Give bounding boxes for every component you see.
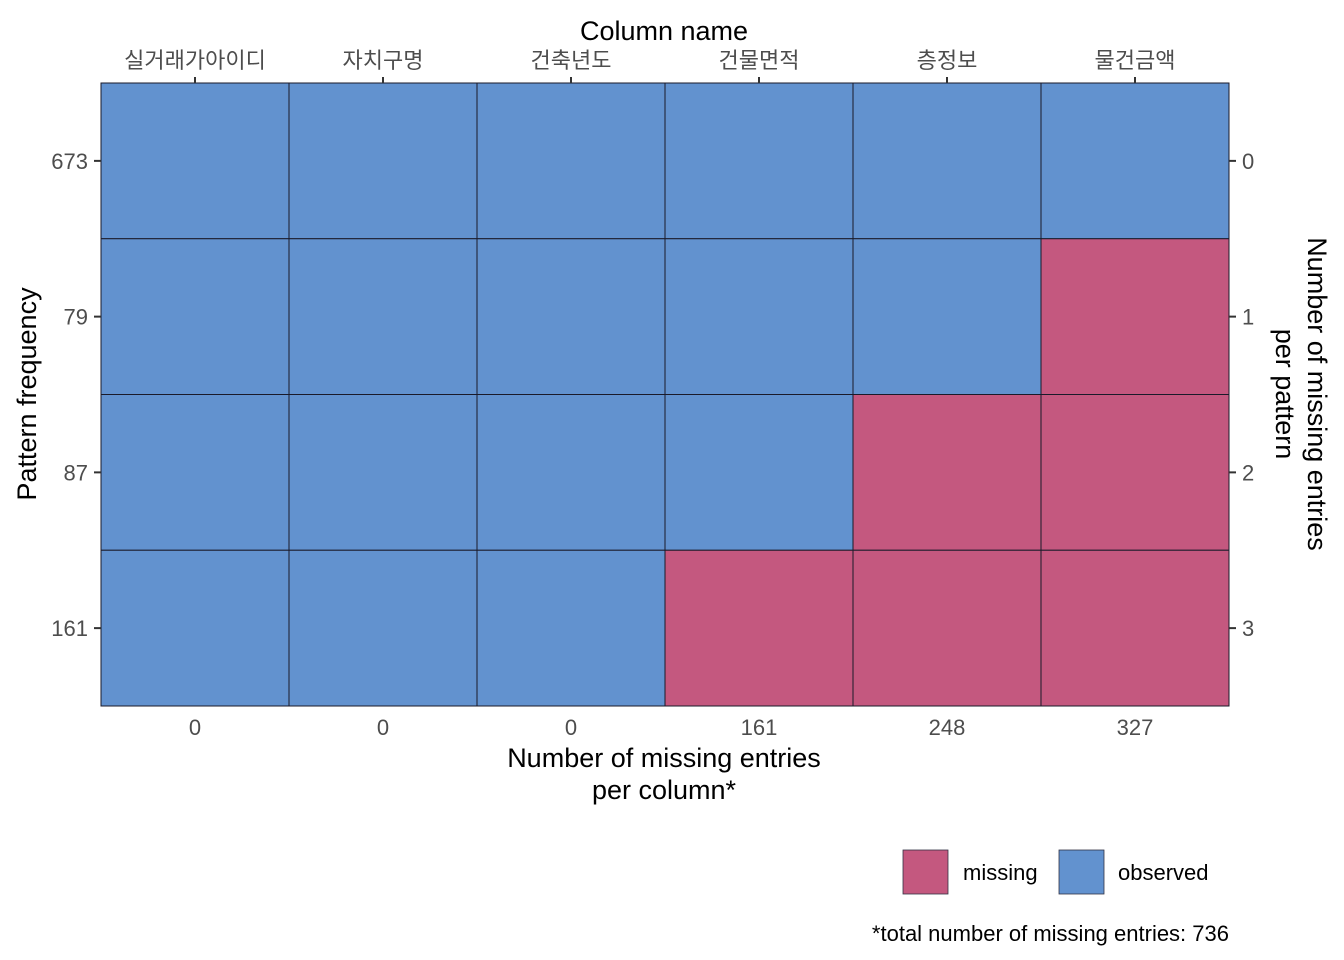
- labels-layer: 실거래가아이디 0 자치구명 0 건축년도 0 건물면적 161 층정보 248 물건금액 327 67…: [51, 49, 1254, 740]
- cell-r3-c5: [1040, 549, 1230, 707]
- cell-r3-c4: [852, 549, 1042, 707]
- cell-r0-c5: [1040, 82, 1230, 240]
- pattern-frequency-label: 79: [64, 305, 88, 330]
- column-missing-count-label: 0: [377, 715, 389, 740]
- column-name-label: 층정보: [917, 49, 978, 74]
- bottom-axis-title-line1: Number of missing entries: [507, 743, 821, 773]
- column-name-label: 건물면적: [719, 49, 800, 74]
- cell-r0-c3: [664, 82, 854, 240]
- cell-r2-c5: [1040, 394, 1230, 551]
- cell-r1-c0: [100, 238, 290, 395]
- cell-r1-c1: [288, 238, 478, 395]
- right-axis-title-line2: per pattern: [1270, 329, 1300, 460]
- cells-layer: [100, 82, 1230, 707]
- pattern-frequency-label: 87: [64, 460, 88, 485]
- legend-missing-label: missing: [963, 860, 1038, 885]
- cell-r1-c3: [664, 238, 854, 395]
- cell-r3-c2: [476, 549, 666, 707]
- cell-r1-c2: [476, 238, 666, 395]
- column-name-label: 실거래가아이디: [124, 49, 266, 74]
- missing-per-pattern-label: 0: [1242, 149, 1254, 174]
- missing-per-pattern-label: 1: [1242, 305, 1254, 330]
- cell-r0-c2: [476, 82, 666, 240]
- cell-r3-c1: [288, 549, 478, 707]
- missing-per-pattern-label: 2: [1242, 460, 1254, 485]
- ticks-layer: [94, 77, 1236, 630]
- cell-r0-c4: [852, 82, 1042, 240]
- column-missing-count-label: 161: [741, 715, 778, 740]
- legend-observed-swatch: [1058, 849, 1105, 895]
- column-name-label: 건축년도: [531, 49, 612, 74]
- column-missing-count-label: 0: [189, 715, 201, 740]
- cell-r2-c0: [100, 394, 290, 551]
- column-missing-count-label: 248: [929, 715, 966, 740]
- cell-r2-c1: [288, 394, 478, 551]
- pattern-frequency-label: 161: [51, 616, 88, 641]
- cell-r0-c0: [100, 82, 290, 240]
- legend: missing observed: [902, 849, 1209, 895]
- left-axis-title: Pattern frequency: [12, 287, 42, 501]
- column-name-label: 물건금액: [1095, 49, 1176, 74]
- pattern-frequency-label: 673: [51, 149, 88, 174]
- legend-missing-swatch: [902, 849, 949, 895]
- legend-observed-label: observed: [1118, 860, 1209, 885]
- top-axis-title: Column name: [580, 16, 748, 46]
- bottom-axis-title-line2: per column*: [592, 775, 737, 805]
- right-axis-title-line1: Number of missing entries: [1302, 237, 1332, 551]
- cell-r3-c3: [664, 549, 854, 707]
- column-missing-count-label: 327: [1117, 715, 1154, 740]
- cell-r1-c4: [852, 238, 1042, 395]
- cell-r2-c4: [852, 394, 1042, 551]
- cell-r1-c5: [1040, 238, 1230, 395]
- column-name-label: 자치구명: [343, 49, 424, 74]
- caption: *total number of missing entries: 736: [872, 921, 1229, 946]
- cell-r3-c0: [100, 549, 290, 707]
- cell-r2-c2: [476, 394, 666, 551]
- missing-per-pattern-label: 3: [1242, 616, 1254, 641]
- cell-r2-c3: [664, 394, 854, 551]
- column-missing-count-label: 0: [565, 715, 577, 740]
- cell-r0-c1: [288, 82, 478, 240]
